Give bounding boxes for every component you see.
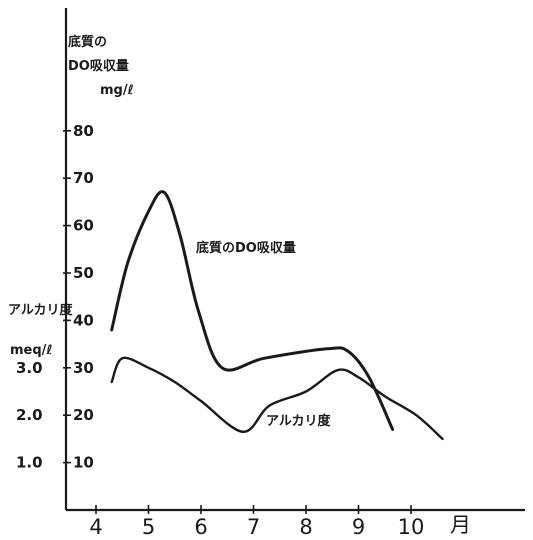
y-tick-label: 70 [73, 169, 94, 187]
x-ticks: 4 5 6 7 8 9 10 [89, 505, 424, 539]
y-tick-label: 60 [73, 217, 94, 235]
y-tick-label: 10 [73, 454, 94, 472]
series-line-alkalinity [110, 356, 444, 441]
alkalinity-tick-label: 3.0 [16, 359, 43, 377]
x-tick-label: 8 [299, 515, 312, 539]
left-axis-title-line2: DO吸収量 [68, 59, 129, 74]
alkalinity-tick-label: 2.0 [16, 406, 43, 424]
x-tick-label: 7 [247, 515, 260, 539]
y-tick-label: 30 [73, 359, 94, 377]
left-axis-unit: mg/ℓ [100, 83, 134, 98]
y-ticks: 10 20 30 40 50 60 70 80 1.0 2.0 3.0 [16, 122, 94, 472]
y-tick-label: 50 [73, 264, 94, 282]
x-tick-label: 4 [89, 515, 102, 539]
series-label-alkalinity: アルカリ度 [266, 413, 331, 429]
right-axis-unit: meq/ℓ [10, 343, 53, 358]
series-label-do-absorption: 底質のDO吸収量 [196, 240, 296, 256]
y-tick-label: 40 [73, 311, 94, 329]
series-line-do-absorption [110, 190, 395, 431]
x-tick-label: 6 [194, 515, 207, 539]
alkalinity-tick-label: 1.0 [16, 454, 43, 472]
x-tick-label: 10 [398, 515, 425, 539]
x-tick-label: 9 [352, 515, 365, 539]
left-axis-title-line1: 底質の [68, 34, 107, 50]
x-tick-label: 5 [142, 515, 155, 539]
y-tick-label: 80 [73, 122, 94, 140]
y-tick-label: 20 [73, 406, 94, 424]
right-axis-title: アルカリ度 [8, 302, 73, 318]
x-axis-unit: 月 [450, 513, 471, 537]
